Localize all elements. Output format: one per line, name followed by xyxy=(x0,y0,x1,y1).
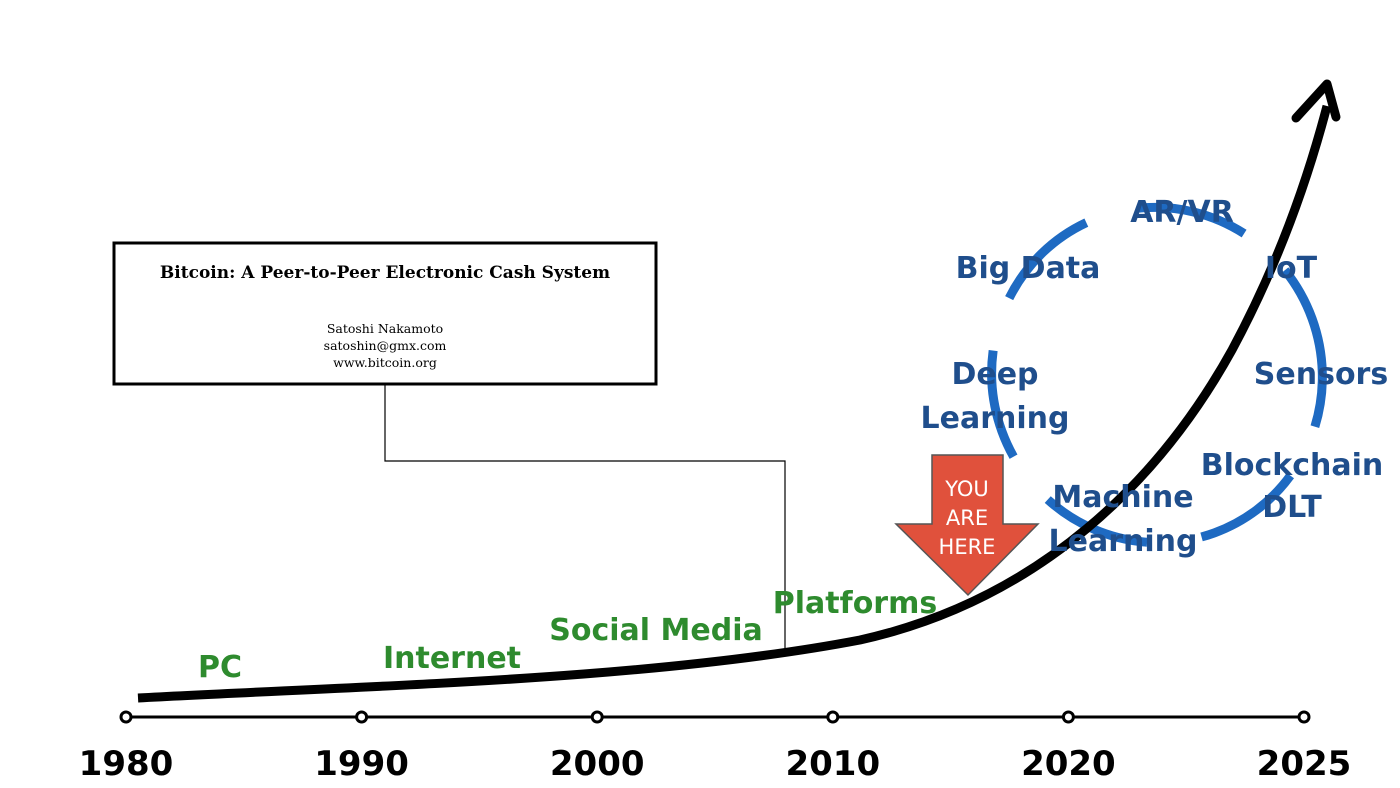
tech-label-iot: IoT xyxy=(1265,251,1318,286)
year-label-2000: 2000 xyxy=(550,744,645,784)
era-label-pc: PC xyxy=(198,650,242,685)
year-ticks: 1980 1990 2000 2010 2020 2025 xyxy=(79,710,1352,784)
paper-title: Bitcoin: A Peer-to-Peer Electronic Cash … xyxy=(160,263,610,283)
you-are-here-line-1: YOU xyxy=(944,477,989,501)
year-marker-1980 xyxy=(119,710,133,724)
you-are-here-line-3: HERE xyxy=(939,535,996,559)
tech-label-deep: Deep xyxy=(951,357,1038,392)
tech-label-blockchain: Blockchain xyxy=(1201,448,1384,483)
year-marker-2000 xyxy=(590,710,604,724)
tech-label-sensors: Sensors xyxy=(1254,357,1388,392)
year-marker-2010 xyxy=(826,710,840,724)
tech-label-deep-learning: Learning xyxy=(921,401,1070,436)
paper-author: Satoshi Nakamoto xyxy=(327,321,443,336)
year-marker-1990 xyxy=(355,710,369,724)
year-label-2020: 2020 xyxy=(1021,744,1116,784)
era-label-platforms: Platforms xyxy=(773,586,937,621)
year-label-1990: 1990 xyxy=(314,744,409,784)
era-label-social-media: Social Media xyxy=(549,613,762,648)
year-label-2010: 2010 xyxy=(785,744,880,784)
year-marker-2025 xyxy=(1297,710,1311,724)
tech-label-ar-vr: AR/VR xyxy=(1130,195,1234,230)
year-label-1980: 1980 xyxy=(79,744,174,784)
you-are-here-line-2: ARE xyxy=(946,506,988,530)
year-marker-2020 xyxy=(1061,710,1075,724)
growth-arrowhead xyxy=(1291,79,1341,123)
tech-label-machine: Machine xyxy=(1052,480,1193,515)
technology-cycle-ring xyxy=(987,202,1327,548)
tech-label-machine-learning: Learning xyxy=(1049,524,1198,559)
paper-box xyxy=(112,241,658,386)
paper-website: www.bitcoin.org xyxy=(333,355,437,370)
growth-curve xyxy=(137,104,1332,703)
tech-label-big-data: Big Data xyxy=(956,251,1101,286)
tech-label-dlt: DLT xyxy=(1262,490,1322,525)
era-label-internet: Internet xyxy=(383,641,521,676)
you-are-here-arrow xyxy=(894,454,1040,597)
paper-email: satoshin@gmx.com xyxy=(324,338,447,353)
year-label-2025: 2025 xyxy=(1257,744,1352,784)
paper-connector-line xyxy=(384,384,786,655)
